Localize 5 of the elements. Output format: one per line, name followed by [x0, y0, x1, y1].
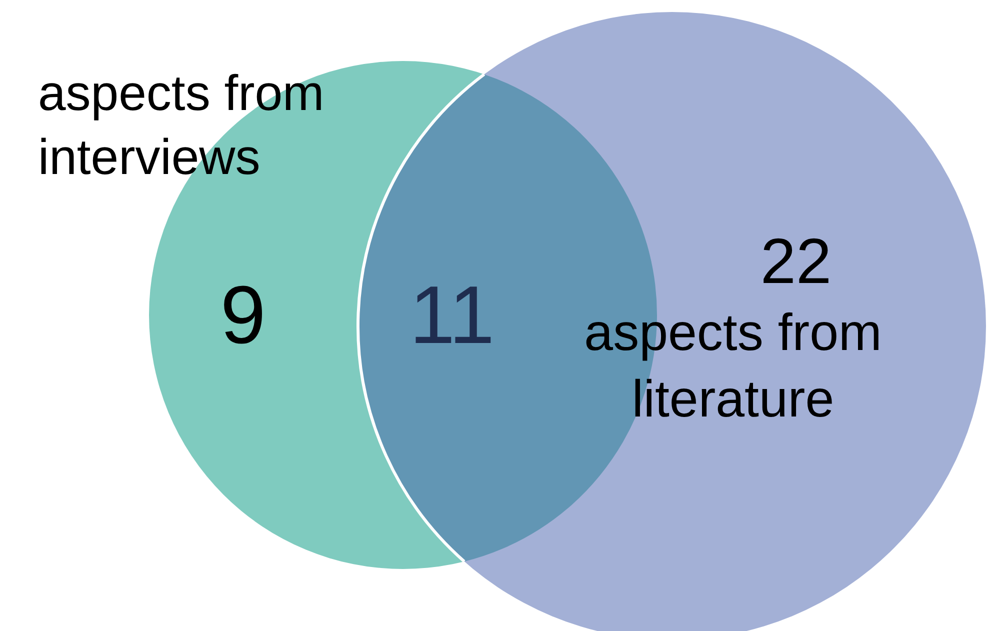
data-label: 11: [409, 270, 495, 361]
data-label: 9: [220, 270, 266, 361]
category-label: aspects from interviews: [38, 65, 324, 185]
category-label: aspects from literature: [584, 304, 882, 429]
data-label: 22: [760, 225, 832, 297]
